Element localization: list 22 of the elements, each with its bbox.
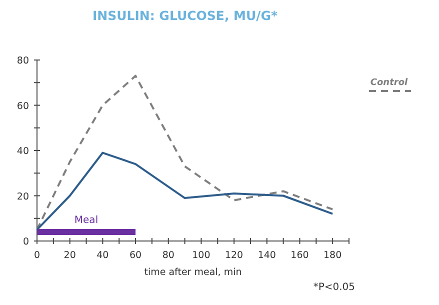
x-tick-label: 100 <box>192 250 210 261</box>
y-tick-label: 0 <box>22 236 29 248</box>
y-tick-label: 60 <box>16 100 29 112</box>
x-tick-label: 180 <box>324 250 342 261</box>
line-series <box>36 74 334 231</box>
x-tick-label: 80 <box>162 250 174 261</box>
chart-title: INSULIN: GLUCOSE, MU/G* <box>92 8 278 23</box>
x-tick-label: 40 <box>96 250 109 261</box>
x-tick-label: 60 <box>129 250 142 261</box>
y-tick-label: 80 <box>16 56 29 66</box>
text: Control <box>370 78 409 88</box>
x-tick-label: 0 <box>34 250 40 261</box>
text: *P<0.05 <box>313 282 355 293</box>
x-tick-label: 140 <box>258 250 276 261</box>
x-tick-label: 160 <box>290 250 309 261</box>
series-label: Meal <box>74 214 98 226</box>
x-tick-label: 120 <box>224 250 244 261</box>
line-series <box>36 152 334 231</box>
y-tick-label: 40 <box>16 146 29 157</box>
x-axis-title: time after meal, min <box>144 267 242 278</box>
x-tick-label: 20 <box>64 250 76 261</box>
y-tick-label: 20 <box>16 191 29 202</box>
